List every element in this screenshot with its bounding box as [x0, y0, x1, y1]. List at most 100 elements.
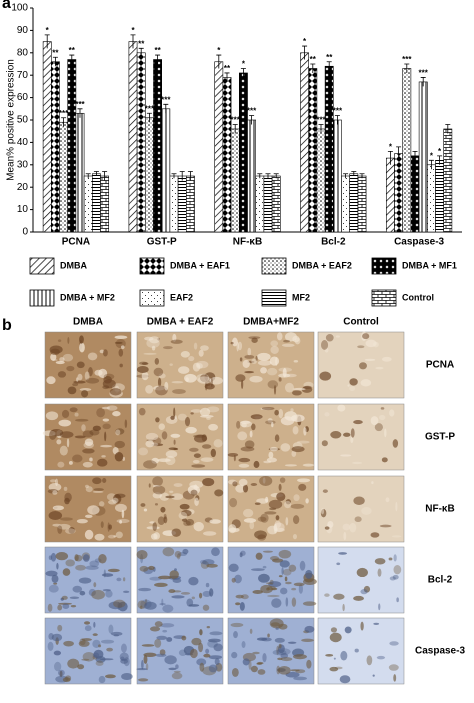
legend-label: MF2 — [292, 292, 310, 302]
tissue-texture — [349, 522, 357, 533]
significance-label: * — [303, 37, 307, 46]
tissue-texture — [235, 484, 246, 493]
bar — [230, 128, 240, 233]
tissue-texture — [63, 640, 74, 647]
tissue-texture — [293, 582, 305, 587]
tissue-texture — [169, 570, 179, 580]
tissue-texture — [79, 638, 86, 646]
bar — [271, 175, 281, 233]
bar — [332, 119, 342, 233]
tissue-texture — [276, 492, 286, 501]
tissue-texture — [64, 497, 70, 505]
tissue-texture — [230, 341, 234, 345]
tissue-texture — [235, 374, 246, 382]
tissue-texture — [242, 484, 249, 493]
tissue-texture — [119, 520, 123, 524]
tissue-texture — [145, 385, 154, 394]
tissue-texture — [74, 418, 89, 422]
tissue-texture — [82, 448, 95, 454]
tissue-texture — [304, 625, 315, 633]
tissue-texture — [182, 548, 189, 555]
tissue-texture — [250, 414, 263, 420]
tissue-texture — [171, 595, 185, 599]
tissue-texture — [285, 597, 289, 607]
tissue-texture — [267, 594, 280, 598]
tissue-texture — [352, 461, 363, 465]
tissue-texture — [162, 547, 175, 557]
tissue-texture — [154, 582, 168, 588]
tissue-texture — [237, 431, 248, 441]
tissue-texture — [189, 447, 199, 452]
tissue-texture — [251, 423, 256, 431]
tissue-texture — [284, 373, 297, 378]
tissue-texture — [196, 658, 207, 666]
tissue-texture — [151, 443, 164, 447]
tissue-texture — [88, 366, 93, 377]
tissue-texture — [114, 335, 128, 339]
tissue-texture — [363, 585, 371, 593]
tissue-texture — [267, 633, 270, 638]
tissue-texture — [238, 457, 251, 463]
legend-swatch — [261, 289, 287, 307]
tissue-texture — [56, 439, 62, 445]
tissue-texture — [94, 533, 105, 541]
tissue-texture — [193, 453, 201, 458]
tissue-texture — [257, 669, 266, 675]
tissue-texture — [114, 451, 124, 462]
bar — [435, 160, 444, 233]
tissue-texture — [76, 361, 85, 369]
tissue-texture — [240, 446, 255, 452]
tissue-texture — [302, 463, 315, 467]
tissue-texture — [255, 552, 263, 560]
tissue-texture — [258, 573, 270, 583]
tissue-texture — [102, 589, 112, 592]
tissue-texture — [193, 521, 204, 532]
tissue-texture — [303, 385, 312, 390]
tissue-texture — [138, 407, 146, 416]
tissue-texture — [199, 559, 207, 565]
tissue-texture — [84, 621, 91, 625]
tissue-texture — [52, 490, 58, 495]
tissue-texture — [204, 383, 215, 390]
error-bar — [240, 68, 246, 78]
bar — [247, 119, 256, 233]
tissue-texture — [321, 440, 328, 447]
tissue-texture — [176, 553, 181, 560]
tissue-texture — [185, 377, 189, 382]
tissue-texture — [74, 435, 86, 439]
tissue-texture — [250, 483, 258, 486]
tissue-texture — [72, 382, 79, 387]
error-bar — [257, 173, 263, 179]
error-bar — [351, 171, 357, 176]
tissue-texture — [81, 658, 90, 661]
error-bar — [334, 115, 340, 125]
tissue-texture — [154, 357, 160, 365]
tissue-texture — [342, 603, 345, 612]
tissue-texture — [49, 345, 63, 354]
tissue-texture — [199, 662, 205, 672]
tissue-texture — [238, 463, 250, 468]
tissue-texture — [87, 352, 98, 361]
tissue-texture — [276, 332, 283, 341]
tissue-texture — [79, 335, 84, 344]
tissue-texture — [269, 507, 277, 511]
significance-label: *** — [247, 107, 257, 116]
tissue-texture — [79, 590, 86, 596]
tissue-texture — [143, 654, 148, 664]
tissue-texture — [192, 362, 201, 372]
tissue-texture — [99, 658, 114, 661]
tissue-texture — [174, 568, 177, 572]
tissue-texture — [136, 550, 148, 560]
tissue-texture — [257, 360, 272, 366]
tissue-texture — [388, 664, 399, 671]
tissue-texture — [172, 389, 186, 394]
tissue-texture — [100, 444, 113, 448]
tissue-texture — [92, 490, 104, 493]
tissue-texture — [143, 352, 157, 355]
tissue-texture — [158, 575, 172, 580]
x-tick-label: Bcl-2 — [321, 237, 346, 248]
tissue-texture — [353, 496, 365, 505]
error-bar — [130, 34, 136, 49]
tissue-texture — [372, 341, 379, 348]
tissue-texture — [370, 416, 379, 426]
